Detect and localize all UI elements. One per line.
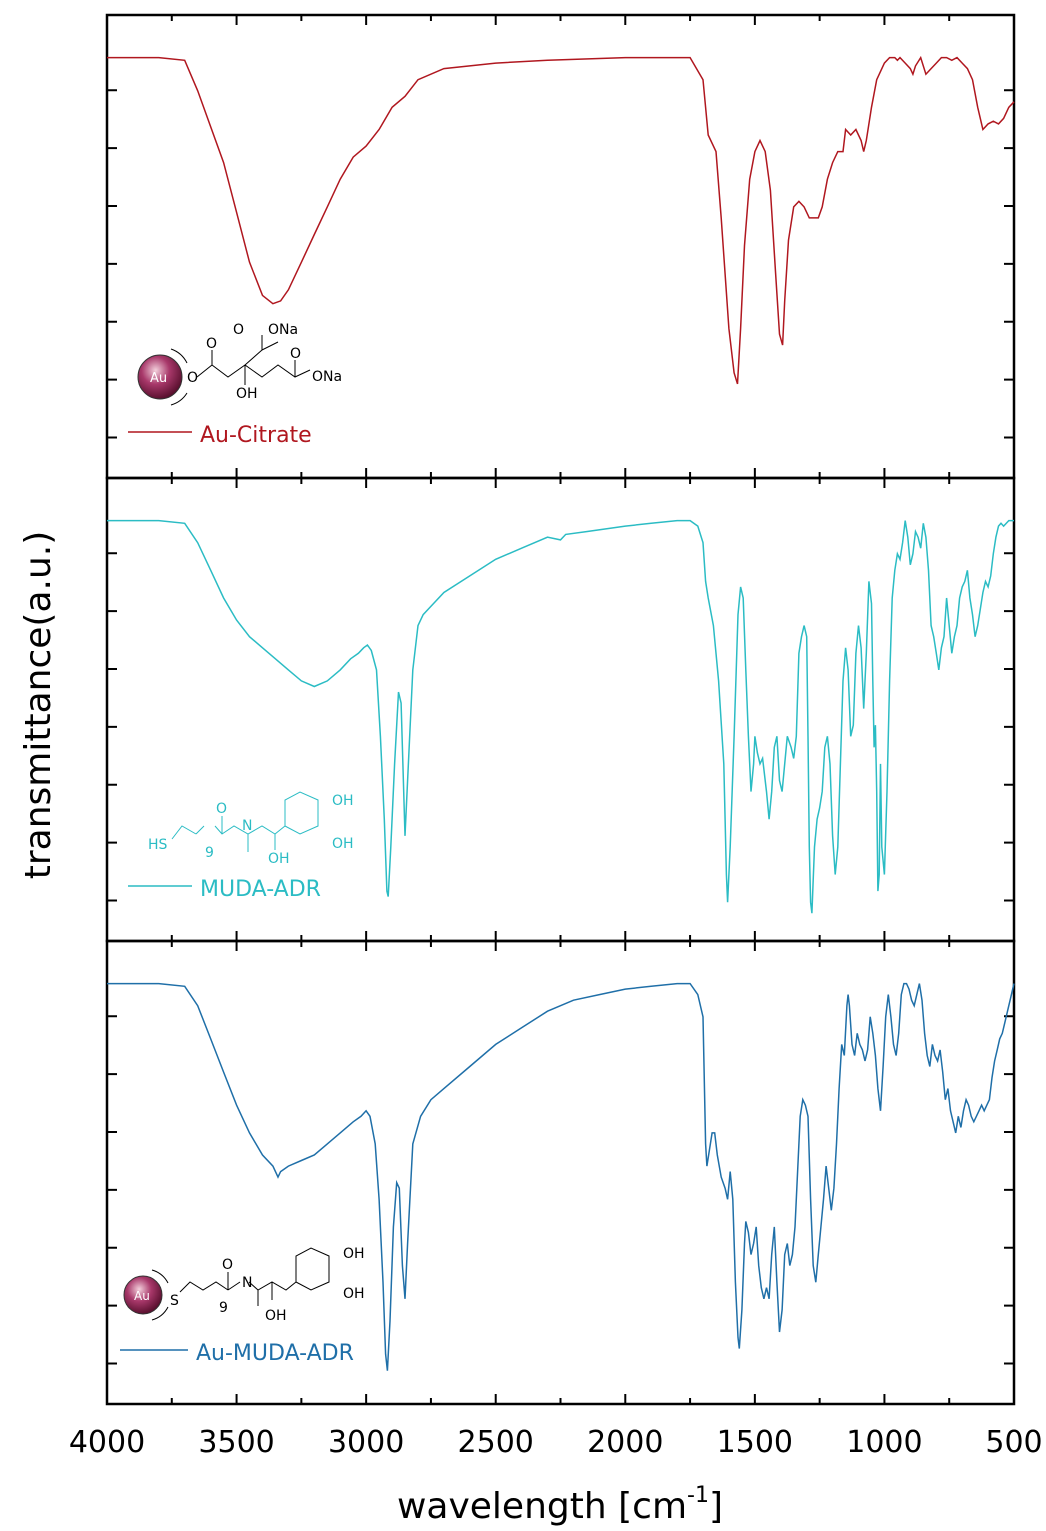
legend-muda-adr: MUDA-ADR <box>128 877 321 902</box>
structure-oh: OH <box>236 386 258 402</box>
structure-au-citrate: Au O O O ONa O ONa OH <box>137 322 342 406</box>
x-tick-label: 3000 <box>328 1425 404 1460</box>
structure-au-label: Au <box>150 371 167 386</box>
structure-repeat-9-2: 9 <box>219 1300 228 1316</box>
x-tick-label: 2000 <box>587 1425 663 1460</box>
x-tick-label: 1500 <box>717 1425 793 1460</box>
series-line-muda-adr <box>107 519 1014 914</box>
structure-n-2: N <box>242 1275 252 1291</box>
legend-label-muda-adr: MUDA-ADR <box>200 877 321 902</box>
legend-au-citrate: Au-Citrate <box>128 423 312 448</box>
structure-au-label-2: Au <box>134 1289 150 1303</box>
gold-nanoparticle-icon <box>137 354 183 400</box>
x-tick-label: 500 <box>985 1425 1042 1460</box>
x-tick-label: 1000 <box>846 1425 922 1460</box>
structure-ona-1: ONa <box>268 322 298 338</box>
x-tick-labels: 4000 3500 3000 2500 2000 1500 1000 500 <box>69 1425 1043 1460</box>
panel-2: MUDA-ADR HS O 9 N OH OH OH <box>105 476 1016 943</box>
structure-hs: HS <box>148 837 168 853</box>
x-axis-label-main: wavelength [cm <box>397 1486 687 1527</box>
rotation-arrow-icon <box>170 348 188 406</box>
citrate-skeleton <box>196 335 311 385</box>
legend-label-au-citrate: Au-Citrate <box>200 423 312 448</box>
structure-oh-3: OH <box>332 836 354 852</box>
legend-au-muda-adr: Au-MUDA-ADR <box>120 1341 354 1366</box>
panel-1: Au-Citrate Au O O O ONa O ONa OH <box>105 13 1016 480</box>
series-line-au-citrate <box>107 55 1015 385</box>
structure-o-3: O <box>233 322 244 338</box>
structure-oh-1: OH <box>268 851 290 867</box>
structure-au-muda-adr: Au S O 9 N OH OH OH <box>123 1246 365 1324</box>
legend-label-au-muda-adr: Au-MUDA-ADR <box>196 1341 354 1366</box>
panel-1-frame <box>105 13 1016 480</box>
structure-oh-5: OH <box>343 1246 365 1262</box>
panel-3-ticks <box>107 941 1014 1404</box>
gold-nanoparticle-icon-2 <box>123 1275 163 1315</box>
structure-oh-6: OH <box>343 1286 365 1302</box>
panel-3-frame <box>105 939 1016 1406</box>
structure-ona-2: ONa <box>312 369 342 385</box>
x-axis-label-sup: -1 <box>687 1483 709 1508</box>
structure-oh-4: OH <box>265 1308 287 1324</box>
panel-3: Au-MUDA-ADR Au S O 9 N OH OH OH <box>105 939 1016 1406</box>
structure-muda-adr: HS O 9 N OH OH OH <box>148 791 354 867</box>
panel-1-ticks <box>107 15 1014 478</box>
x-tick-label: 2500 <box>458 1425 534 1460</box>
y-axis-label: transmittance(a.u.) <box>18 531 59 880</box>
structure-o-carbonyl-2: O <box>222 1257 233 1273</box>
structure-n: N <box>242 818 252 834</box>
series-line-au-muda-adr <box>107 982 1015 1371</box>
au-muda-adr-skeleton <box>179 1247 330 1306</box>
structure-s: S <box>170 1293 179 1309</box>
structure-o-1: O <box>187 370 198 386</box>
x-tick-label: 3500 <box>198 1425 274 1460</box>
panel-2-ticks <box>107 478 1014 941</box>
x-axis-label-end: ] <box>709 1486 723 1527</box>
muda-adr-skeleton <box>171 791 319 852</box>
structure-o-2: O <box>206 336 217 352</box>
x-tick-label: 4000 <box>69 1425 145 1460</box>
structure-o-4: O <box>290 346 301 362</box>
rotation-arrow-icon-2 <box>151 1269 169 1321</box>
structure-repeat-9: 9 <box>205 845 214 861</box>
x-axis-label: wavelength [cm-1] <box>397 1483 723 1527</box>
structure-o-carbonyl: O <box>216 801 227 817</box>
structure-oh-2: OH <box>332 793 354 809</box>
